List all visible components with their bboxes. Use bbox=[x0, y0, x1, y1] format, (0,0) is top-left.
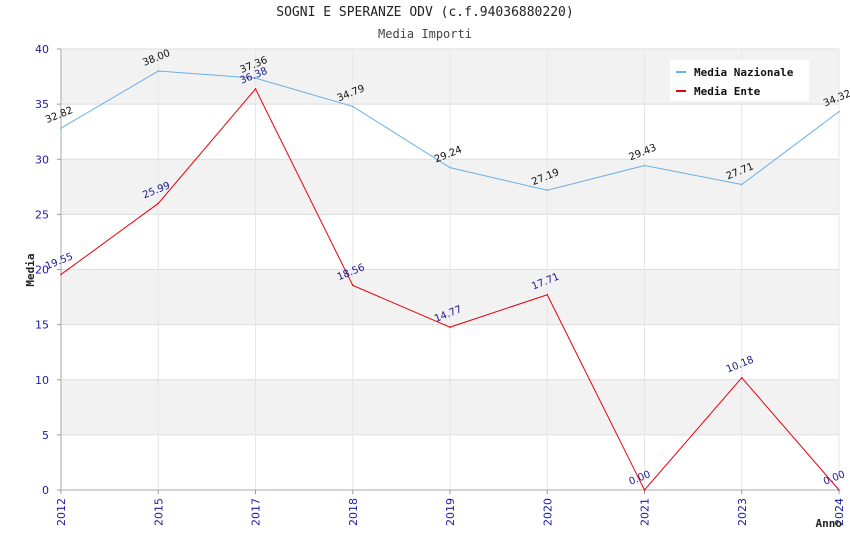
y-tick-label: 30 bbox=[35, 153, 49, 166]
x-tick-label: 2012 bbox=[55, 498, 68, 526]
y-tick-label: 0 bbox=[42, 484, 49, 497]
data-point bbox=[838, 489, 840, 491]
chart-subtitle: Media Importi bbox=[378, 27, 472, 41]
legend-label: Media Nazionale bbox=[694, 66, 794, 79]
legend-label: Media Ente bbox=[694, 85, 761, 98]
data-point bbox=[449, 326, 451, 328]
y-tick-label: 15 bbox=[35, 319, 49, 332]
x-tick-label: 2020 bbox=[541, 498, 554, 526]
data-point bbox=[643, 164, 646, 167]
data-point bbox=[546, 189, 549, 192]
data-point bbox=[740, 183, 743, 186]
axes: 0 5 10 15 20 25 30 35 40 2012 2015 2017 2018 2019 2020… bbox=[24, 43, 846, 530]
x-tick-label: 2019 bbox=[444, 498, 457, 526]
data-point bbox=[157, 70, 160, 72]
data-label: 10.18 bbox=[725, 355, 756, 376]
data-point bbox=[643, 489, 646, 491]
y-tick-label: 35 bbox=[35, 98, 49, 111]
data-point bbox=[449, 166, 451, 169]
x-tick-label: 2023 bbox=[736, 498, 749, 526]
data-point bbox=[740, 376, 743, 379]
data-point bbox=[60, 127, 62, 129]
series-lines bbox=[60, 70, 840, 491]
y-axis-label: Media bbox=[24, 253, 37, 286]
data-point bbox=[546, 293, 549, 296]
data-point bbox=[838, 110, 840, 113]
y-tick-label: 10 bbox=[35, 374, 49, 387]
x-tick-label: 2015 bbox=[152, 498, 165, 526]
y-tick-label: 20 bbox=[35, 264, 49, 277]
y-tick-label: 5 bbox=[42, 429, 49, 442]
chart-title: SOGNI E SPERANZE ODV (c.f.94036880220) bbox=[276, 5, 574, 20]
data-point bbox=[157, 202, 160, 205]
x-tick-label: 2018 bbox=[347, 498, 360, 526]
y-tick-label: 25 bbox=[35, 208, 49, 221]
x-tick-label: 2021 bbox=[639, 498, 652, 526]
y-tick-label: 40 bbox=[35, 43, 49, 56]
data-point bbox=[351, 284, 354, 287]
data-point bbox=[254, 77, 257, 79]
legend: Media Nazionale Media Ente bbox=[670, 60, 809, 101]
x-axis-label: Anno bbox=[816, 517, 843, 530]
data-point bbox=[351, 105, 354, 108]
legend-box bbox=[670, 60, 809, 101]
x-tick-label: 2024 bbox=[833, 498, 846, 526]
data-point bbox=[60, 273, 62, 276]
data-point bbox=[254, 88, 257, 90]
x-tick-label: 2017 bbox=[250, 498, 263, 526]
